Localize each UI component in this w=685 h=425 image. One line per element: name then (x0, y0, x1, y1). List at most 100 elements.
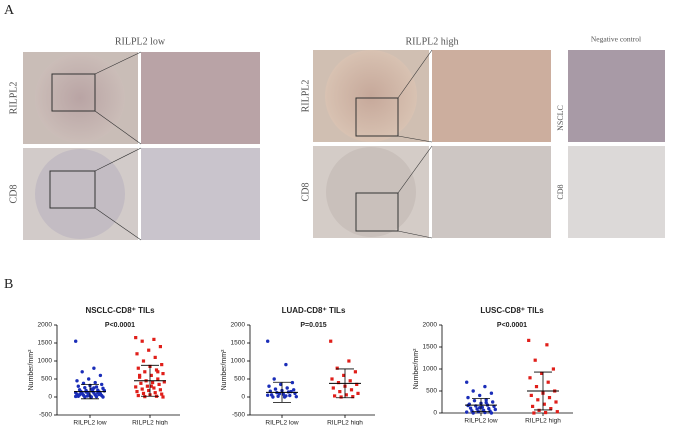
data-point (353, 370, 357, 374)
data-point (484, 398, 488, 402)
data-point (147, 388, 151, 393)
row-label: CD8 (8, 185, 19, 204)
data-point (94, 385, 99, 389)
column-title: RILPL2 low (115, 36, 166, 47)
data-point (483, 384, 487, 389)
data-point (330, 377, 334, 381)
data-point (143, 370, 147, 374)
data-point (536, 398, 540, 402)
data-point (152, 386, 156, 390)
data-point (87, 377, 91, 381)
data-point (140, 339, 144, 343)
row-label: RILPL2 (8, 82, 19, 115)
data-point (545, 343, 549, 347)
data-point (154, 368, 159, 372)
data-point (149, 384, 153, 388)
y-tick-label: 500 (426, 388, 437, 395)
y-tick-label: 500 (41, 376, 52, 383)
y-axis-label: Number/mm² (221, 349, 228, 391)
data-point (478, 406, 482, 410)
data-point (160, 363, 164, 367)
panel-label: B (4, 277, 13, 292)
data-point (349, 388, 354, 392)
data-point (531, 404, 535, 408)
data-point (288, 393, 292, 398)
data-point (266, 339, 270, 343)
data-point (141, 359, 146, 363)
data-point (141, 391, 146, 395)
data-point (478, 393, 482, 398)
row-label: NSCLC (556, 105, 565, 131)
y-tick-label: -500 (232, 412, 245, 419)
x-tick-label: RILPL2 high (525, 418, 561, 425)
data-point (145, 384, 149, 388)
x-tick-label: RILPL2 high (132, 420, 168, 425)
x-tick-label: RILPL2 low (73, 420, 107, 425)
data-point (537, 408, 541, 412)
y-tick-label: 0 (433, 410, 437, 417)
data-point (527, 338, 531, 342)
data-point (157, 382, 161, 386)
x-tick-label: RILPL2 high (327, 420, 363, 425)
data-point (465, 380, 469, 384)
data-point (484, 400, 488, 405)
data-point (468, 406, 473, 410)
data-point (277, 392, 282, 396)
data-point (471, 389, 475, 393)
data-point (75, 379, 79, 383)
data-point (475, 407, 479, 411)
y-tick-label: 1500 (38, 340, 53, 347)
data-point (534, 385, 539, 389)
data-point (279, 382, 283, 387)
data-point (134, 336, 138, 340)
data-point (489, 391, 494, 395)
data-point (333, 394, 337, 398)
panel-label: A (4, 3, 15, 18)
chart-title: NSCLC-CD8⁺ TILs (85, 306, 155, 315)
data-point (529, 393, 533, 397)
data-point (348, 379, 352, 383)
data-point (284, 362, 288, 367)
data-point (79, 392, 83, 396)
data-point (161, 395, 165, 399)
data-point (344, 393, 348, 397)
data-point (138, 375, 142, 379)
data-point (290, 380, 295, 385)
data-point (356, 391, 360, 395)
data-point (480, 405, 484, 409)
y-tick-label: 1500 (423, 344, 438, 351)
x-tick-label: RILPL2 low (265, 420, 299, 425)
data-point (266, 393, 270, 397)
data-point (489, 411, 494, 415)
y-tick-label: 1000 (231, 358, 246, 365)
data-point (156, 370, 160, 374)
data-point (74, 394, 78, 399)
data-point (89, 395, 94, 399)
y-tick-label: 500 (234, 376, 245, 383)
data-point (338, 390, 342, 394)
data-point (94, 394, 99, 399)
y-tick-label: 2000 (38, 322, 53, 329)
y-tick-label: 1500 (231, 340, 246, 347)
data-point (329, 339, 333, 343)
data-point (76, 384, 81, 388)
data-point (555, 410, 559, 414)
data-point (339, 395, 343, 399)
column-title: RILPL2 high (405, 36, 458, 47)
data-point (149, 373, 153, 377)
data-point (152, 337, 156, 341)
data-point (136, 393, 140, 398)
data-point (533, 358, 537, 362)
p-value: P=0.015 (300, 322, 326, 329)
data-point (162, 380, 166, 384)
data-point (546, 380, 550, 384)
data-point (136, 366, 140, 370)
x-tick-label: RILPL2 low (464, 418, 498, 425)
data-point (158, 345, 162, 349)
data-point (98, 373, 103, 378)
data-point (294, 394, 298, 399)
data-point (471, 411, 475, 415)
data-point (135, 352, 139, 356)
p-value: P<0.0001 (105, 322, 135, 329)
